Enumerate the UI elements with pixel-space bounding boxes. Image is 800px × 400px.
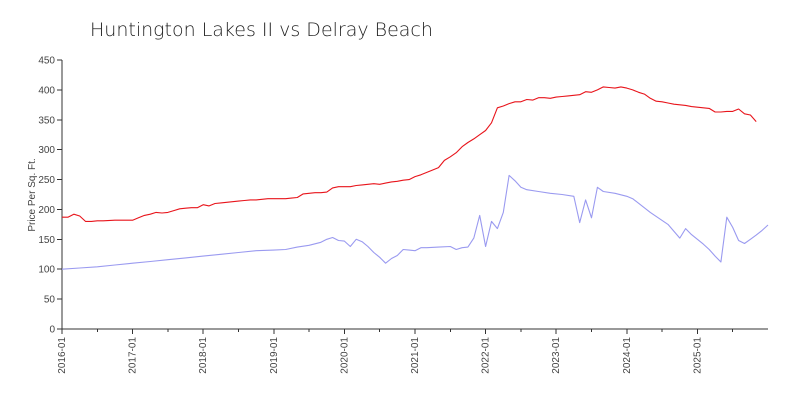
x-tick-label: 2016-01 — [57, 337, 68, 374]
y-tick-label: 450 — [38, 56, 55, 67]
x-tick-label: 2017-01 — [128, 337, 139, 374]
x-tick-label: 2024-01 — [622, 337, 633, 374]
y-tick-label: 50 — [44, 295, 56, 306]
x-tick-label: 2022-01 — [481, 337, 492, 374]
chart-title: Huntington Lakes II vs Delray Beach — [90, 19, 433, 41]
y-tick-label: 150 — [38, 235, 55, 246]
y-tick-label: 200 — [38, 205, 55, 216]
x-tick-label: 2020-01 — [339, 337, 350, 374]
x-tick-label: 2021-01 — [410, 337, 421, 374]
series-layer — [61, 86, 769, 270]
series-line-1 — [62, 86, 757, 222]
y-tick-label: 350 — [38, 115, 55, 126]
x-tick-label: 2019-01 — [269, 337, 280, 374]
y-tick-label: 250 — [38, 175, 55, 186]
y-axis: 0 50 100 150 200 250 300 350 400 450 — [38, 56, 63, 336]
y-tick-label: 100 — [38, 265, 55, 276]
series-line-2 — [61, 174, 769, 270]
y-axis-label: Price Per Sq. Ft. — [27, 158, 38, 231]
y-tick-label: 300 — [38, 145, 55, 156]
x-tick-label: 2025-01 — [692, 337, 703, 374]
x-tick-label: 2023-01 — [551, 337, 562, 374]
x-axis: 2016-01 2017-01 2018-01 2019-01 2020-01 2021-… — [57, 328, 768, 374]
y-tick-label: 400 — [38, 85, 55, 96]
x-tick-label: 2018-01 — [198, 337, 209, 374]
y-tick-label: 0 — [49, 325, 55, 336]
